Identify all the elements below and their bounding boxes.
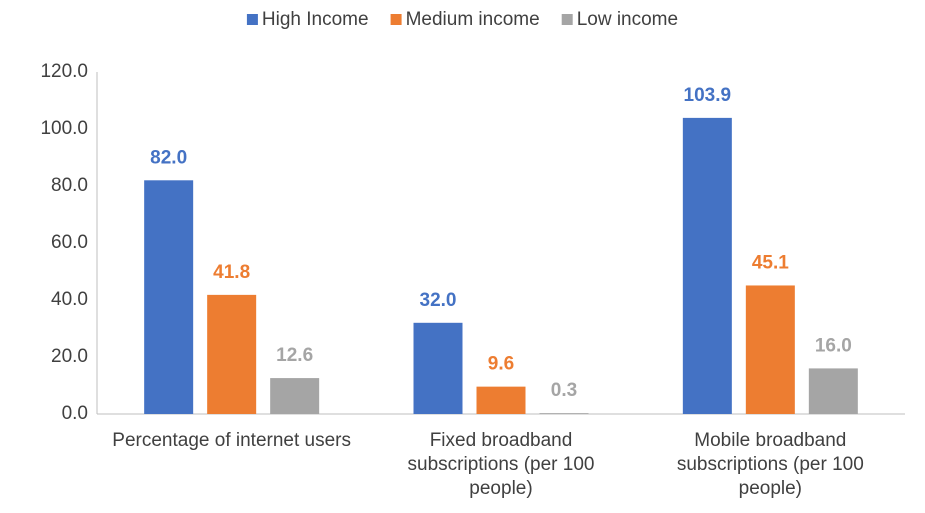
x-tick-label: Percentage of internet users [112, 430, 351, 451]
bar [539, 413, 589, 414]
bar [745, 285, 795, 414]
bar [476, 386, 526, 414]
data-label: 41.8 [213, 262, 250, 283]
x-tick-label: Mobile broadband subscriptions (per 100 … [676, 430, 864, 499]
data-label: 9.6 [488, 354, 514, 375]
bar [682, 117, 732, 414]
y-tick-label: 40.0 [51, 289, 88, 310]
legend-label: Low income [577, 9, 678, 30]
legend-swatch [561, 14, 573, 25]
data-label: 32.0 [420, 290, 457, 311]
bar [808, 368, 858, 414]
y-tick-label: 20.0 [51, 346, 88, 367]
legend-swatch [246, 14, 258, 25]
data-label: 12.6 [276, 345, 313, 366]
data-label: 45.1 [752, 252, 789, 273]
bar [207, 294, 257, 414]
bar [413, 322, 463, 414]
legend-swatch [390, 14, 402, 25]
y-tick-label: 60.0 [51, 232, 88, 253]
bar [270, 378, 320, 414]
x-tick-label: Fixed broadband subscriptions (per 100 p… [407, 430, 595, 499]
y-tick-label: 120.0 [40, 61, 88, 82]
data-label: 82.0 [150, 147, 187, 168]
bar [144, 180, 194, 414]
y-tick-label: 80.0 [51, 175, 88, 196]
data-label: 16.0 [815, 335, 852, 356]
y-tick-label: 0.0 [62, 403, 88, 424]
y-tick-label: 100.0 [40, 118, 88, 139]
data-label: 103.9 [684, 85, 732, 106]
data-label: 0.3 [551, 380, 577, 401]
legend-label: Medium income [406, 9, 540, 30]
legend-label: High Income [262, 9, 369, 30]
